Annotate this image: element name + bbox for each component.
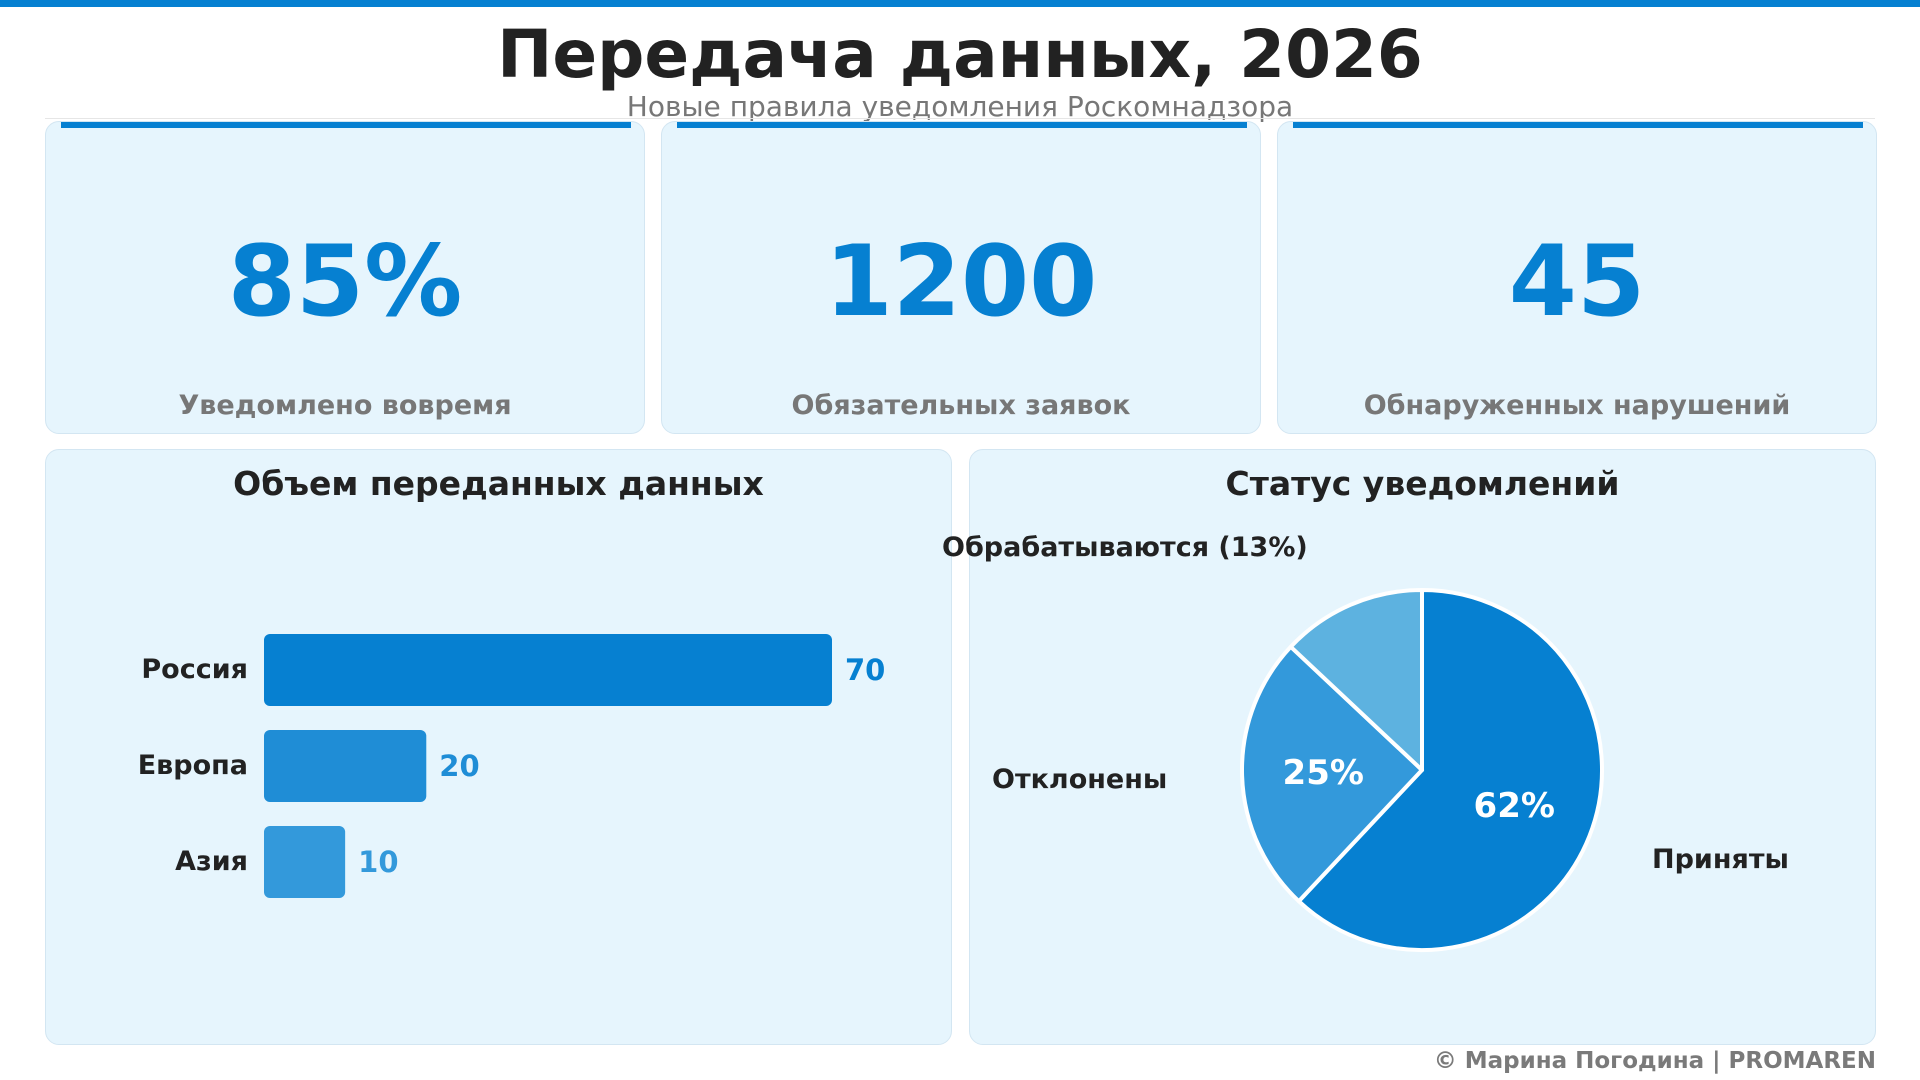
bar-chart-panel bbox=[45, 449, 952, 1045]
kpi-label: Уведомлено вовремя bbox=[178, 390, 512, 421]
pie-slice bbox=[1240, 644, 1424, 904]
bar-value-label: 70 bbox=[845, 653, 886, 687]
bar bbox=[264, 730, 427, 802]
bar-chart-title: Объем переданных данных bbox=[233, 464, 764, 503]
pie-slice-label: Отклонены bbox=[992, 764, 1168, 795]
kpi-value: 1200 bbox=[824, 225, 1098, 339]
pie-slice-percent: 62% bbox=[1473, 786, 1555, 827]
page-title: Передача данных, 2026 bbox=[497, 16, 1423, 93]
header-divider bbox=[45, 118, 1875, 119]
bar-value-label: 20 bbox=[439, 749, 480, 783]
kpi-value: 45 bbox=[1508, 225, 1646, 339]
bar-value-label: 10 bbox=[358, 845, 399, 879]
kpi-card-accent bbox=[61, 122, 631, 128]
kpi-label: Обязательных заявок bbox=[791, 390, 1131, 421]
kpi-card-violations: 45 Обнаруженных нарушений bbox=[1277, 121, 1877, 434]
pie-slice-percent: 25% bbox=[1282, 753, 1364, 794]
bar-category-label: Европа bbox=[137, 750, 248, 781]
pie-slice-label: Приняты bbox=[1652, 844, 1789, 875]
bar-category-label: Азия bbox=[175, 846, 248, 877]
kpi-value: 85% bbox=[227, 225, 463, 339]
pie-chart-title: Статус уведомлений bbox=[1225, 464, 1620, 503]
top-accent-bar bbox=[0, 0, 1920, 7]
bar-category-label: Россия bbox=[141, 654, 248, 685]
kpi-card-requests: 1200 Обязательных заявок bbox=[661, 121, 1261, 434]
bar bbox=[264, 826, 346, 898]
footer-credit: © Марина Погодина | PROMAREN bbox=[1433, 1048, 1876, 1074]
kpi-card-accent bbox=[677, 122, 1247, 128]
page-subtitle: Новые правила уведомления Роскомнадзора bbox=[626, 90, 1294, 123]
kpi-card-accent bbox=[1293, 122, 1863, 128]
bar bbox=[264, 634, 832, 706]
kpi-label: Обнаруженных нарушений bbox=[1363, 390, 1791, 421]
pie-slice bbox=[1296, 588, 1604, 952]
pie-slice bbox=[1288, 588, 1424, 772]
kpi-card-on-time: 85% Уведомлено вовремя bbox=[45, 121, 645, 434]
pie-slice-label: Обрабатываются (13%) bbox=[942, 532, 1308, 563]
